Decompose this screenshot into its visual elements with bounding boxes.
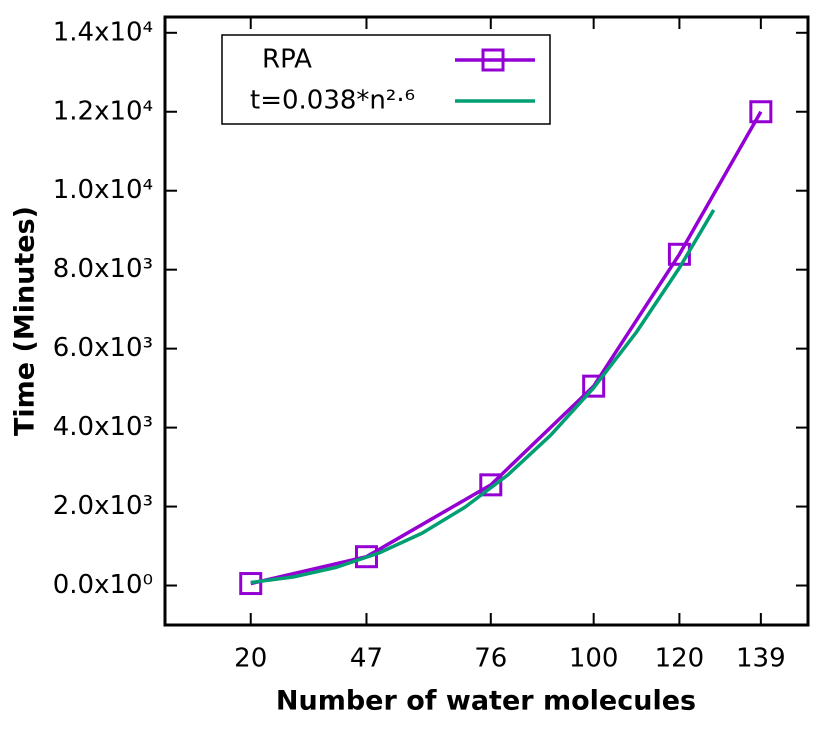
legend-label: t=0.038*n²·⁶ xyxy=(250,86,415,116)
y-tick-label: 1.2x10⁴ xyxy=(53,96,153,126)
x-tick-label: 139 xyxy=(736,644,786,674)
marker xyxy=(582,374,606,398)
y-tick-label: 1.4x10⁴ xyxy=(53,17,153,47)
series-line xyxy=(250,209,716,585)
marker xyxy=(749,100,773,124)
x-axis-title: Number of water molecules xyxy=(276,686,696,717)
marker xyxy=(239,572,263,596)
legend-label: RPA xyxy=(262,45,312,75)
x-tick-label: 100 xyxy=(569,644,619,674)
y-tick-label: 8.0x10³ xyxy=(53,254,153,284)
x-tick-label: 76 xyxy=(474,644,507,674)
plot-frame xyxy=(163,15,810,627)
marker xyxy=(479,473,503,497)
legend-marker xyxy=(481,48,505,72)
x-tick-label: 120 xyxy=(655,644,705,674)
y-tick-label: 2.0x10³ xyxy=(53,491,153,521)
x-tick-label: 20 xyxy=(234,644,267,674)
y-tick-label: 0.0x10⁰ xyxy=(53,570,153,600)
y-axis-title: Time (Minutes) xyxy=(10,206,41,436)
y-tick-label: 4.0x10³ xyxy=(53,412,153,442)
series-line xyxy=(250,110,763,586)
y-tick-label: 1.0x10⁴ xyxy=(53,175,153,205)
marker xyxy=(354,545,378,569)
y-tick-label: 6.0x10³ xyxy=(53,333,153,363)
x-tick-label: 47 xyxy=(350,644,383,674)
